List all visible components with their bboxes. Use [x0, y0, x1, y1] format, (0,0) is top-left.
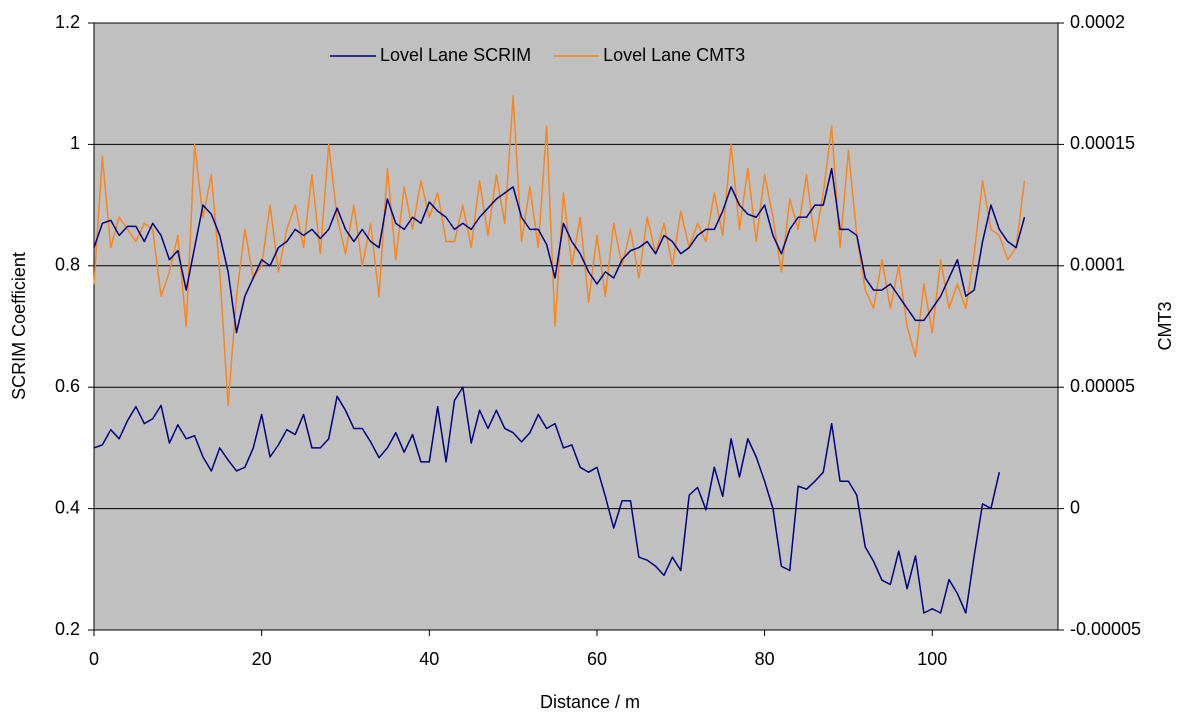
x-tick-label: 0 — [89, 649, 99, 669]
y2-tick-label: 0.00015 — [1070, 133, 1135, 153]
y2-tick-label: -0.00005 — [1070, 619, 1141, 639]
y-tick-label: 0.4 — [55, 497, 80, 517]
x-tick-label: 80 — [755, 649, 775, 669]
x-tick-label: 100 — [917, 649, 947, 669]
legend-label: Lovel Lane SCRIM — [380, 45, 531, 65]
x-tick-label: 20 — [252, 649, 272, 669]
y2-tick-label: 0.0002 — [1070, 12, 1125, 32]
legend-label: Lovel Lane CMT3 — [603, 45, 745, 65]
y2-tick-label: 0 — [1070, 497, 1080, 517]
x-tick-label: 60 — [587, 649, 607, 669]
y-tick-label: 0.2 — [55, 619, 80, 639]
y2-axis-title: CMT3 — [1155, 302, 1175, 351]
y2-tick-label: 0.0001 — [1070, 255, 1125, 275]
y2-tick-label: 0.00005 — [1070, 376, 1135, 396]
series-line — [93, 167, 1026, 334]
series-line — [93, 95, 1026, 407]
y-tick-label: 0.8 — [55, 255, 80, 275]
series-line — [93, 386, 1001, 614]
y-tick-label: 0.6 — [55, 376, 80, 396]
plot-area — [93, 22, 1059, 631]
x-tick-label: 40 — [419, 649, 439, 669]
y-tick-label: 1 — [70, 133, 80, 153]
y-axis-title: SCRIM Coefficient — [9, 252, 29, 400]
y-tick-label: 1.2 — [55, 12, 80, 32]
x-axis-title: Distance / m — [540, 692, 640, 712]
